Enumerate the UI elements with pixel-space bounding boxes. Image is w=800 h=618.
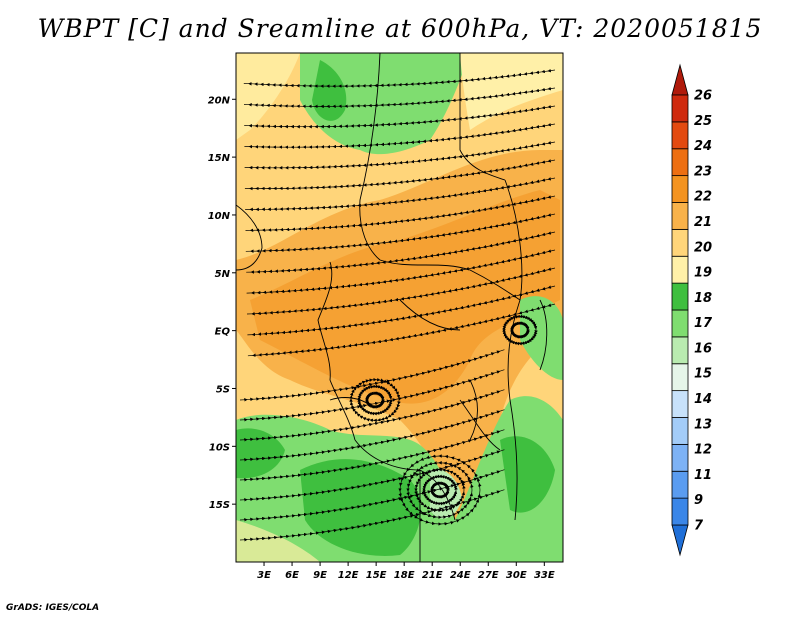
colorbar: 7 9 11 12 13 14 15 16 17 18 19 20 21 22 23 24 25 26 [671,63,713,557]
colorbar-label: 9 [694,493,703,508]
grads-credit: GrADS: IGES/COLA [6,603,100,613]
lat-tick-label: 20N [208,95,231,106]
colorbar-swatch [671,255,689,284]
colorbar-swatch [671,309,689,338]
lon-tick-label: 30E [506,570,527,581]
map-frame [235,52,564,563]
colorbar-label: 19 [694,266,712,281]
colorbar-swatch [671,202,689,230]
lat-tick-label: 5S [216,384,230,395]
lon-tick-label: 9E [313,570,327,581]
colorbar-label: 14 [694,392,712,407]
colorbar-label: 25 [694,114,712,129]
lat-tick-label: 15S [209,500,230,511]
colorbar-label: 15 [694,367,712,382]
lon-tick-label: 18E [394,570,415,581]
colorbar-label: 12 [694,443,712,458]
colorbar-label: 17 [694,316,713,331]
colorbar-label: 23 [694,164,712,179]
lon-tick-label: 3E [257,570,271,581]
colorbar-swatch [671,121,689,150]
colorbar-label: 13 [694,417,712,432]
colorbar-swatch [671,390,689,418]
colorbar-label: 26 [694,89,712,104]
colorbar-label: 7 [694,519,704,534]
colorbar-swatch [671,148,689,177]
wbpt-shaded-field [236,53,563,562]
lon-tick-label: 33E [534,570,555,581]
colorbar-label: 24 [694,139,712,154]
streamline [502,314,538,346]
streamline [349,377,401,423]
colorbar-label: 11 [694,468,712,483]
lat-tick-label: 5N [215,269,231,280]
lon-tick-label: 12E [338,570,359,581]
lon-tick-label: 21E [422,570,443,581]
lon-tick-label: 27E [478,570,499,581]
longitude-axis: 3E 6E 9E 12E 15E 18E 21E 24E 27E 30E 33E [257,562,555,581]
colorbar-label: 22 [694,190,712,205]
colorbar-swatch [671,282,689,311]
lon-tick-label: 15E [366,570,387,581]
streamline [398,454,482,526]
latitude-axis: 20N 15N 10N 5N EQ 5S 10S 15S [208,95,236,511]
colorbar-label: 16 [694,341,712,356]
colorbar-label: 18 [694,291,712,306]
colorbar-label: 21 [694,215,712,230]
lat-tick-label: 15N [208,153,231,164]
lat-tick-label: EQ [215,327,231,338]
chart-title: WBPT [C] and Sreamline at 600hPa, VT: 20… [37,14,763,43]
streamline [243,68,556,88]
lat-tick-label: 10N [208,211,231,222]
colorbar-swatch [671,175,689,203]
colorbar-swatch [671,443,689,472]
lon-tick-label: 6E [285,570,299,581]
colorbar-label: 20 [694,240,712,255]
colorbar-swatch [671,470,689,499]
lon-tick-label: 24E [450,570,471,581]
colorbar-swatch [671,94,689,123]
colorbar-swatch [671,363,689,392]
colorbar-extend-low [671,524,689,557]
colorbar-swatch [671,336,689,365]
colorbar-swatch [671,228,689,257]
colorbar-swatch [671,497,689,526]
colorbar-extend-high [671,63,689,96]
lat-tick-label: 10S [209,442,230,453]
colorbar-swatch [671,417,689,445]
streamlines [239,68,556,542]
